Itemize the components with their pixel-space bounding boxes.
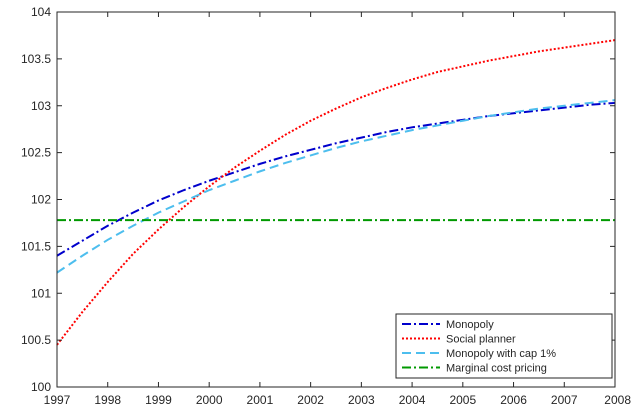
- legend-label-1: Monopoly: [446, 319, 494, 331]
- legend-label-4: Marginal cost pricing: [446, 363, 547, 375]
- x-tick-label: 2002: [297, 393, 324, 407]
- y-axis: 100 100.5 101 101.5 102 102.5 103 103.5 104: [21, 5, 615, 394]
- x-tick-label: 2008: [604, 393, 631, 407]
- series-line-2: [56, 39, 616, 346]
- x-tick-label: 2007: [551, 393, 578, 407]
- series-layer: [56, 39, 616, 346]
- x-axis: 1997 1998 1999 2000 2001 2002 2003 2004 2005 2006…: [44, 12, 631, 407]
- x-tick-label: 2001: [247, 393, 274, 407]
- y-tick-label: 101: [31, 286, 51, 300]
- y-tick-label: 100.5: [21, 333, 51, 347]
- series-line-1: [56, 101, 616, 257]
- y-tick-label: 103: [31, 99, 51, 113]
- x-tick-label: 2006: [500, 393, 527, 407]
- y-tick-label: 103.5: [21, 52, 51, 66]
- x-tick-label: 2000: [196, 393, 223, 407]
- x-tick-label: 1997: [44, 393, 71, 407]
- x-tick-label: 2003: [348, 393, 375, 407]
- x-tick-label: 1998: [94, 393, 121, 407]
- y-tick-label: 101.5: [21, 239, 51, 253]
- y-tick-label: 100: [31, 380, 51, 394]
- x-tick-label: 2005: [449, 393, 476, 407]
- x-tick-label: 1999: [145, 393, 172, 407]
- x-tick-label: 2004: [399, 393, 426, 407]
- series-line-3: [56, 99, 616, 274]
- legend-label-2: Social planner: [446, 334, 516, 346]
- legend-label-3: Monopoly with cap 1%: [446, 348, 556, 360]
- y-tick-label: 102: [31, 193, 51, 207]
- y-tick-label: 102.5: [21, 146, 51, 160]
- legend: Monopoly Social planner Monopoly with cap …: [395, 313, 613, 379]
- y-tick-label: 104: [31, 5, 51, 19]
